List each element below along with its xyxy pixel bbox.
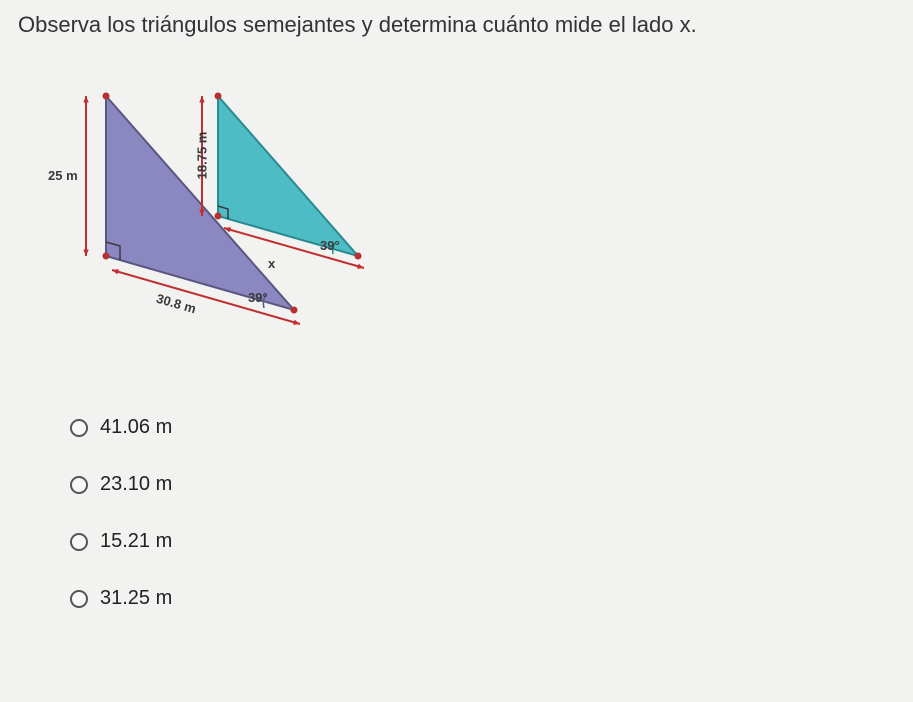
question-text: Observa los triángulos semejantes y dete… xyxy=(18,12,895,38)
triangle2-angle-label: 39° xyxy=(320,238,340,253)
option-1-label: 41.06 m xyxy=(100,416,172,439)
option-1[interactable]: 41.06 m xyxy=(70,416,895,439)
option-4-label: 31.25 m xyxy=(100,587,172,610)
radio-icon xyxy=(70,476,88,494)
option-3[interactable]: 15.21 m xyxy=(70,530,895,553)
figure: 25 m 30.8 m 39° 18.75 m x 39° xyxy=(38,56,438,356)
triangle2-left-label: 18.75 m xyxy=(194,132,209,180)
option-4[interactable]: 31.25 m xyxy=(70,587,895,610)
triangle1-left-label: 25 m xyxy=(48,168,78,183)
option-3-label: 15.21 m xyxy=(100,530,172,553)
triangles-svg xyxy=(38,56,438,356)
options-group: 41.06 m 23.10 m 15.21 m 31.25 m xyxy=(70,416,895,610)
option-2-label: 23.10 m xyxy=(100,473,172,496)
radio-icon xyxy=(70,533,88,551)
radio-icon xyxy=(70,419,88,437)
triangle1-angle-label: 39° xyxy=(248,290,268,305)
radio-icon xyxy=(70,590,88,608)
option-2[interactable]: 23.10 m xyxy=(70,473,895,496)
triangle2-bottom-label: x xyxy=(268,256,275,271)
